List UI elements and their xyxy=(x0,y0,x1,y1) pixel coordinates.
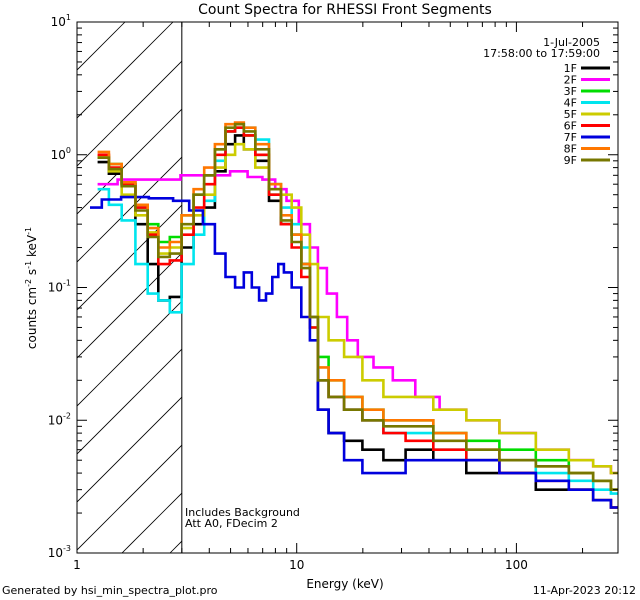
hatch-line xyxy=(77,60,182,167)
y-tick-label: 10-3 xyxy=(48,544,71,560)
series-8F xyxy=(97,121,618,491)
series-2F xyxy=(97,170,618,475)
y-tick-label: 101 xyxy=(51,13,71,29)
y-label-part3: keV xyxy=(25,234,39,261)
hatch-line xyxy=(77,108,182,215)
legend-label-5F: 5F xyxy=(564,108,577,121)
legend-label-2F: 2F xyxy=(564,74,577,87)
time-range-label: 17:58:00 to 17:59:00 xyxy=(483,47,600,60)
x-tick-label: 10 xyxy=(289,558,304,572)
date-label: 1-Jul-2005 xyxy=(543,36,600,49)
generated-by-footer: Generated by hsi_min_spectra_plot.pro xyxy=(2,584,218,597)
series-5F xyxy=(97,142,618,475)
hatch-line xyxy=(77,204,182,311)
legend-label-6F: 6F xyxy=(564,120,577,133)
plot-frame xyxy=(76,21,619,554)
legend-label-3F: 3F xyxy=(564,85,577,98)
annotation-background: Includes Background xyxy=(185,506,300,519)
series-3F xyxy=(97,126,618,491)
y-tick-label: 100 xyxy=(51,146,71,162)
y-axis-label: counts cm-2 s-1 keV-1 xyxy=(24,227,39,349)
series-9F xyxy=(97,122,618,491)
y-label-part2: s xyxy=(25,269,39,279)
y-label-exp2: -1 xyxy=(24,261,33,269)
legend-label-4F: 4F xyxy=(564,97,577,110)
legend-label-9F: 9F xyxy=(564,154,577,167)
legend-label-7F: 7F xyxy=(564,131,577,144)
y-tick-label: 10-1 xyxy=(48,279,71,295)
series-1F xyxy=(97,134,618,509)
x-tick-label: 1 xyxy=(73,558,81,572)
legend-label-8F: 8F xyxy=(564,143,577,156)
hatch-line xyxy=(77,396,182,503)
hatch-line xyxy=(77,22,174,119)
y-label-part1: counts cm xyxy=(25,287,39,349)
timestamp-footer: 11-Apr-2023 20:12 xyxy=(532,584,636,597)
legend-label-1F: 1F xyxy=(564,62,577,75)
annotation-attenuator: Att A0, FDecim 2 xyxy=(185,517,278,530)
series-layer xyxy=(90,121,618,509)
y-label-exp1: -2 xyxy=(24,279,33,287)
y-tick-label: 10-2 xyxy=(48,411,71,427)
chart-title: Count Spectra for RHESSI Front Segments xyxy=(198,2,492,18)
x-axis-label: Energy (keV) xyxy=(306,577,383,591)
y-label-exp3: -1 xyxy=(24,227,33,235)
x-tick-label: 100 xyxy=(505,558,528,572)
hatch-line xyxy=(77,444,182,551)
